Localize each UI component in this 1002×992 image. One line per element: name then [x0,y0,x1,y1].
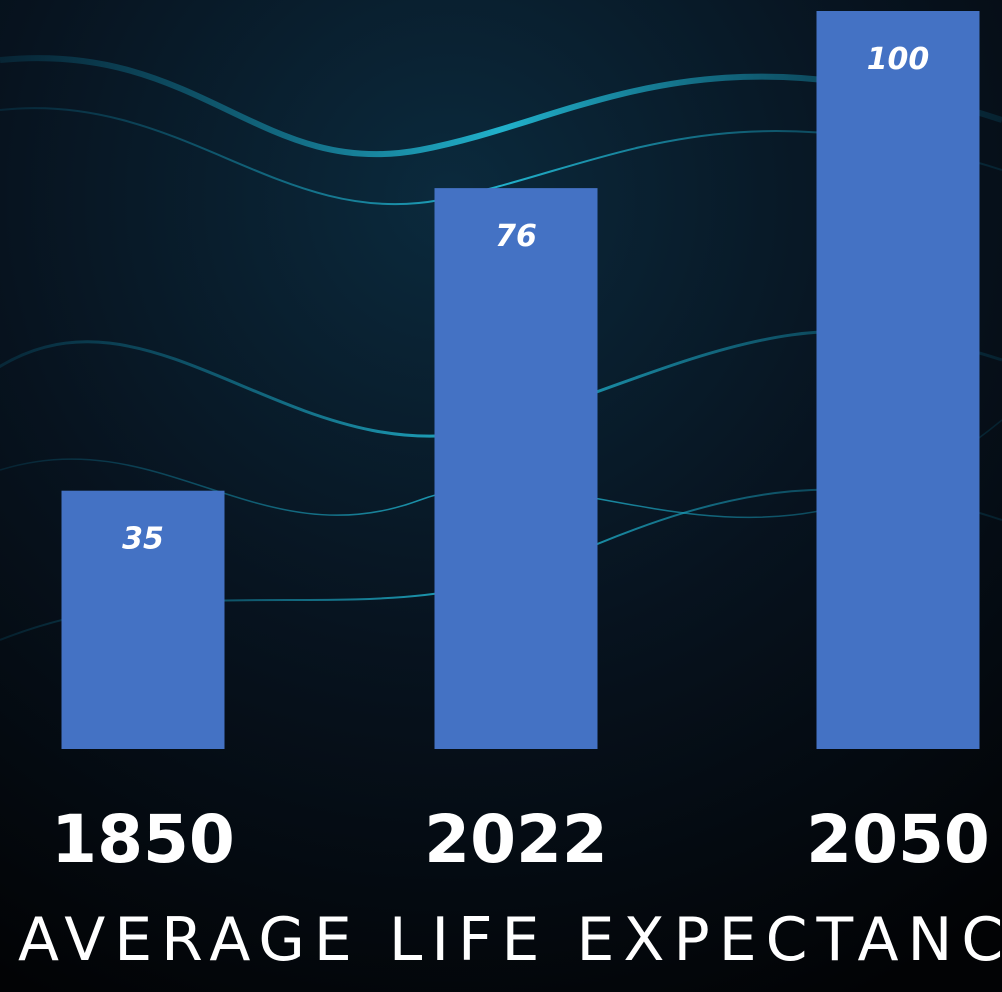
value-label: 100 [867,42,930,77]
value-label: 35 [122,522,164,557]
bar [434,188,598,749]
x-tick-label: 2022 [424,801,608,878]
chart-title: AVERAGE LIFE EXPECTANCY IN [18,905,1002,975]
x-tick-label: 2050 [806,801,990,878]
x-tick-label: 1850 [51,801,235,878]
bar [61,490,225,749]
value-label: 76 [495,219,537,254]
bar [816,11,980,749]
